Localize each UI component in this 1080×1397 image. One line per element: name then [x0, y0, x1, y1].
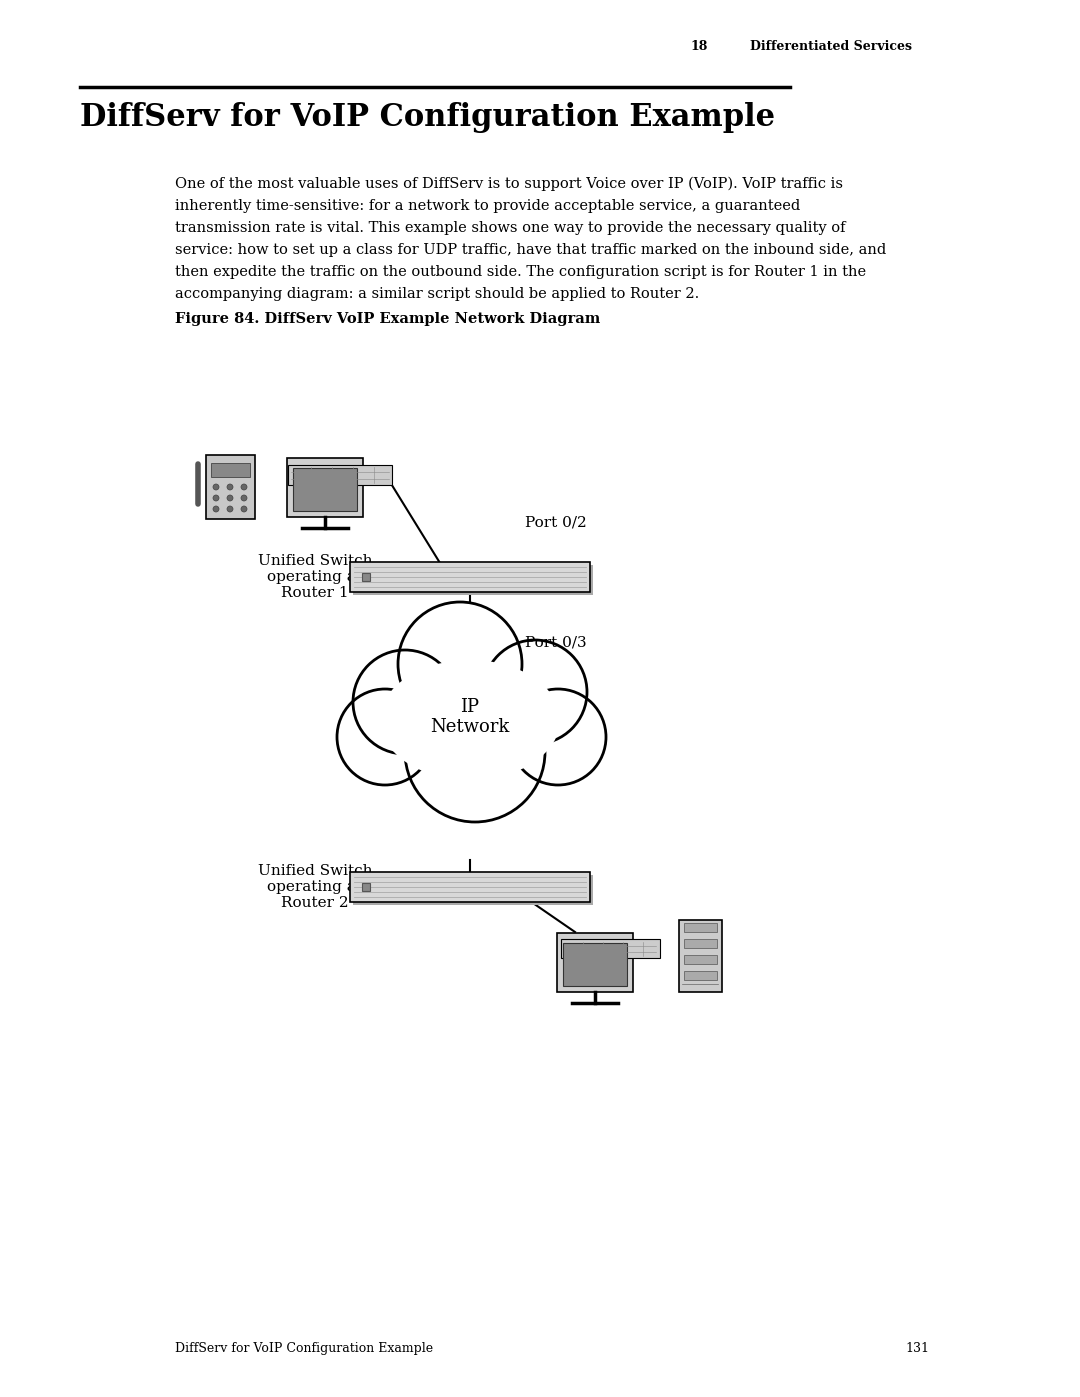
Text: Port 0/2: Port 0/2 — [525, 515, 586, 529]
Text: Port 0/3: Port 0/3 — [525, 636, 586, 650]
Circle shape — [510, 689, 606, 785]
Bar — [353, 564, 593, 595]
Text: Unified Switch
operating as
Router 1: Unified Switch operating as Router 1 — [258, 553, 373, 601]
Circle shape — [213, 506, 219, 511]
Text: 18: 18 — [690, 41, 707, 53]
Bar — [563, 943, 627, 986]
Bar — [206, 455, 255, 520]
Bar — [561, 939, 660, 958]
Bar — [362, 573, 370, 581]
Text: service: how to set up a class for UDP traffic, have that traffic marked on the : service: how to set up a class for UDP t… — [175, 243, 887, 257]
Bar — [293, 468, 357, 511]
Bar — [684, 971, 717, 981]
Bar — [557, 933, 633, 992]
Circle shape — [213, 495, 219, 502]
Bar — [350, 562, 590, 592]
Circle shape — [213, 483, 219, 490]
Circle shape — [227, 506, 233, 511]
Bar — [684, 939, 717, 949]
Text: IP
Network: IP Network — [430, 697, 510, 736]
Text: DiffServ for VoIP Configuration Example: DiffServ for VoIP Configuration Example — [80, 102, 775, 133]
Text: inherently time-sensitive: for a network to provide acceptable service, a guaran: inherently time-sensitive: for a network… — [175, 198, 800, 212]
Text: DiffServ for VoIP Configuration Example: DiffServ for VoIP Configuration Example — [175, 1343, 433, 1355]
Circle shape — [241, 506, 247, 511]
Circle shape — [337, 689, 433, 785]
Circle shape — [399, 602, 522, 726]
Circle shape — [227, 495, 233, 502]
Ellipse shape — [380, 659, 561, 780]
Text: Figure 84. DiffServ VoIP Example Network Diagram: Figure 84. DiffServ VoIP Example Network… — [175, 312, 600, 326]
Text: 131: 131 — [905, 1343, 929, 1355]
Text: Unified Switch
operating as
Router 2: Unified Switch operating as Router 2 — [258, 863, 373, 911]
Bar — [362, 883, 370, 891]
Circle shape — [241, 483, 247, 490]
Bar — [684, 956, 717, 964]
Text: One of the most valuable uses of DiffServ is to support Voice over IP (VoIP). Vo: One of the most valuable uses of DiffSer… — [175, 177, 843, 191]
Circle shape — [227, 483, 233, 490]
Bar — [288, 465, 392, 485]
Bar — [684, 923, 717, 932]
Text: accompanying diagram: a similar script should be applied to Router 2.: accompanying diagram: a similar script s… — [175, 286, 699, 300]
Circle shape — [241, 495, 247, 502]
Circle shape — [353, 650, 457, 754]
Circle shape — [483, 640, 588, 745]
Ellipse shape — [370, 647, 570, 787]
Text: then expedite the traffic on the outbound side. The configuration script is for : then expedite the traffic on the outboun… — [175, 265, 866, 279]
Bar — [350, 872, 590, 902]
Bar — [353, 875, 593, 905]
Bar — [679, 921, 723, 992]
Bar — [287, 458, 363, 517]
Text: transmission rate is vital. This example shows one way to provide the necessary : transmission rate is vital. This example… — [175, 221, 846, 235]
Text: Differentiated Services: Differentiated Services — [750, 41, 912, 53]
Circle shape — [405, 682, 545, 821]
Bar — [211, 462, 249, 476]
